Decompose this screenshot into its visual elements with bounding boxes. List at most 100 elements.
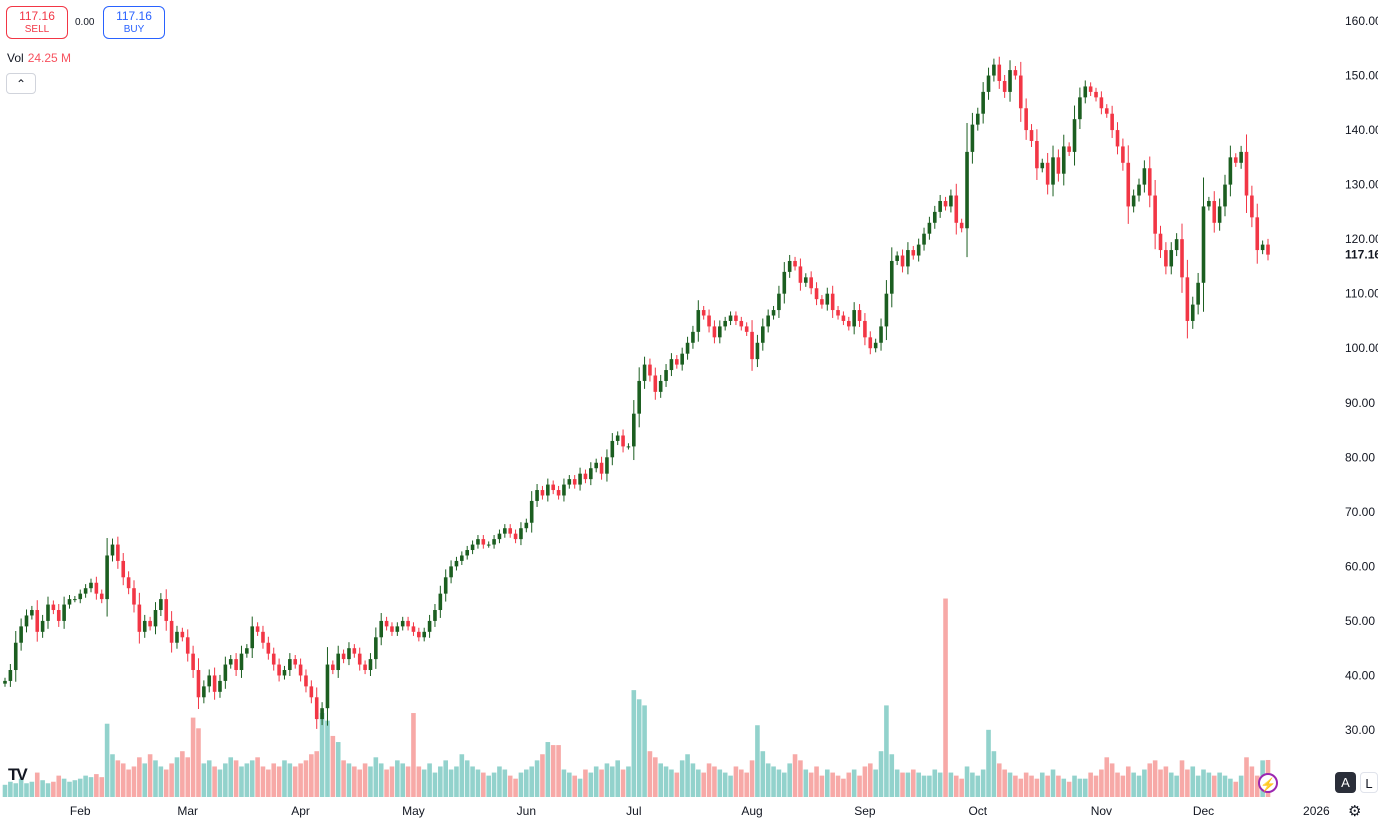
candle <box>782 262 787 304</box>
candle-body <box>159 599 163 611</box>
settings-gear-icon[interactable]: ⚙ <box>1348 803 1362 820</box>
candle-body <box>1233 157 1238 163</box>
volume-bar <box>631 690 637 797</box>
volume-bar <box>61 778 67 797</box>
auto-scale-button[interactable]: A <box>1335 772 1356 793</box>
volume-bar <box>776 769 782 797</box>
volume-bar <box>459 754 465 797</box>
candle-body <box>212 675 217 692</box>
candle-body <box>164 599 169 621</box>
candle-body <box>911 250 916 256</box>
candle-body <box>347 648 351 660</box>
candle <box>1088 82 1093 96</box>
assistant-spark-icon[interactable]: ⚡ <box>1258 773 1278 793</box>
candle <box>1169 242 1174 275</box>
candle <box>503 524 507 538</box>
volume-bar <box>438 766 443 797</box>
candle <box>261 625 265 649</box>
candle-body <box>282 670 287 676</box>
volume-bar <box>980 769 986 797</box>
volume-bar <box>190 717 196 797</box>
candle-body <box>481 539 486 545</box>
volume-bar <box>722 772 728 797</box>
volume-bar <box>588 772 594 797</box>
spread-value: 0.00 <box>75 17 95 28</box>
candle-body <box>304 675 308 687</box>
candle <box>331 660 335 675</box>
candle <box>1223 174 1227 217</box>
candle-body <box>8 670 13 681</box>
price-tick-label: 150.00 <box>1345 69 1378 83</box>
volume-bar <box>427 763 432 797</box>
volume-bar <box>1211 775 1217 797</box>
volume-bar <box>1174 775 1179 797</box>
candle <box>1239 145 1243 169</box>
candle-body <box>1067 146 1071 152</box>
buy-button[interactable]: 117.16 BUY <box>103 6 165 39</box>
candle-body <box>1239 151 1243 163</box>
volume-bar <box>185 757 191 797</box>
volume-bar <box>72 780 78 797</box>
candle-body <box>1228 157 1233 185</box>
volume-bar <box>1158 769 1163 797</box>
collapse-legend-button[interactable]: ⌃ <box>6 73 36 94</box>
candle-body <box>325 664 330 709</box>
volume-bar <box>1131 772 1136 797</box>
candle <box>1008 60 1012 102</box>
log-scale-button[interactable]: L <box>1360 772 1378 793</box>
volume-bar <box>282 760 287 797</box>
candle-body <box>1115 130 1120 147</box>
candle <box>718 320 722 344</box>
candle <box>470 540 475 555</box>
volume-bar <box>669 769 674 797</box>
candle <box>207 669 212 693</box>
sell-button[interactable]: 117.16 SELL <box>6 6 68 39</box>
candle-body <box>352 648 357 654</box>
candle-body <box>320 708 324 720</box>
candle-body <box>1244 151 1249 196</box>
candle <box>40 614 45 638</box>
candle <box>707 309 711 333</box>
volume-bar <box>88 777 94 797</box>
candle-body <box>884 293 889 327</box>
price-tick-label: 110.00 <box>1345 287 1378 301</box>
candle <box>658 374 663 398</box>
candle <box>1061 134 1066 186</box>
candle <box>949 189 953 213</box>
candle <box>938 194 942 218</box>
candle-body <box>556 490 561 496</box>
time-tick-label: Feb <box>70 804 91 818</box>
volume-bar <box>701 772 706 797</box>
candle-body <box>637 380 641 414</box>
price-tick-label: 140.00 <box>1345 123 1378 137</box>
candle <box>809 271 813 295</box>
volume-bar <box>1045 775 1050 797</box>
candle-body <box>675 359 679 365</box>
candle <box>1207 196 1211 211</box>
candle <box>1190 296 1195 329</box>
volume-bar <box>943 598 948 797</box>
candle-body <box>486 544 491 546</box>
candle <box>196 658 201 710</box>
candle <box>895 251 899 266</box>
volume-bar <box>110 754 115 797</box>
candle-body <box>35 610 40 632</box>
volume-bar <box>803 769 809 797</box>
candle-body <box>384 620 389 627</box>
candle <box>1212 191 1217 233</box>
candle-body <box>250 626 255 649</box>
volume-bar <box>1018 778 1024 797</box>
candle <box>669 353 674 377</box>
candle <box>975 107 980 131</box>
volume-bar <box>507 775 513 797</box>
candle <box>1250 185 1254 228</box>
tradingview-logo[interactable]: TV <box>8 765 28 784</box>
candle <box>863 313 867 346</box>
price-tick-label: 40.00 <box>1345 668 1375 682</box>
candle <box>1260 240 1265 255</box>
candle-body <box>271 653 276 665</box>
volume-bar <box>276 766 282 797</box>
candle <box>820 295 824 309</box>
candle <box>755 334 760 368</box>
